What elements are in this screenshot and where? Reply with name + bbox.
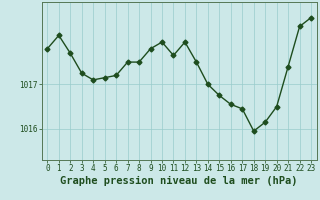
X-axis label: Graphe pression niveau de la mer (hPa): Graphe pression niveau de la mer (hPa) xyxy=(60,176,298,186)
